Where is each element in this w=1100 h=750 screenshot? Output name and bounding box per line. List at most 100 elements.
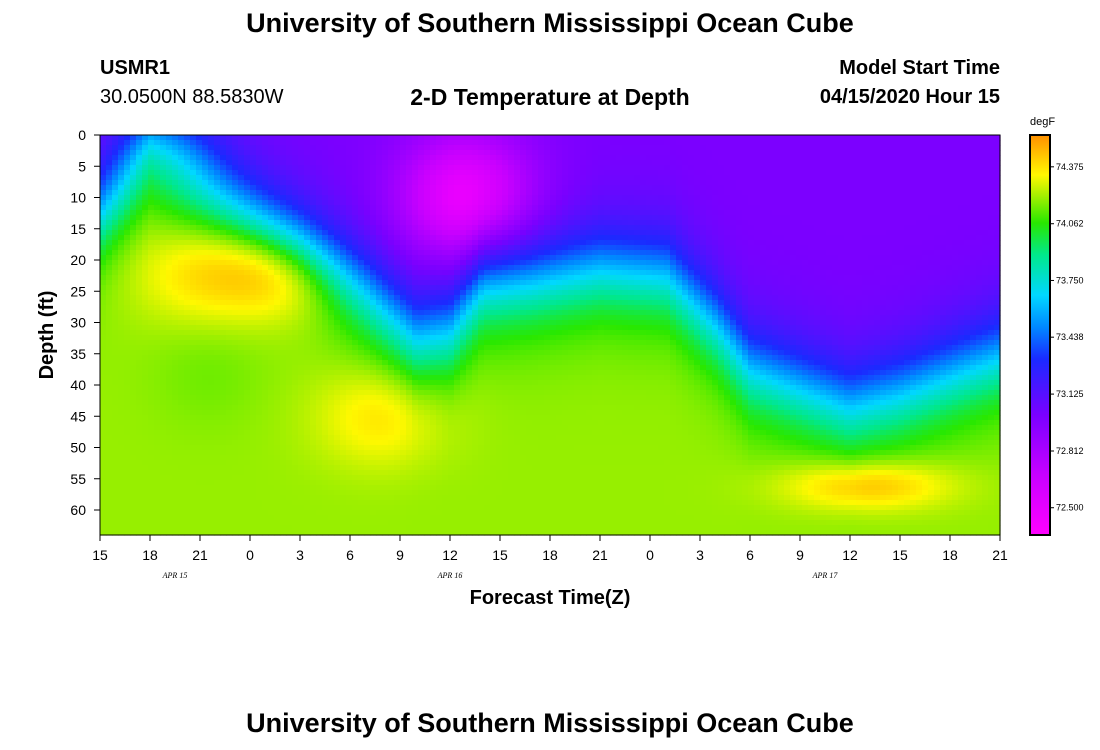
heatmap-cell	[442, 430, 449, 436]
heatmap-cell	[280, 220, 287, 226]
heatmap-cell	[190, 220, 197, 226]
heatmap-cell	[244, 465, 251, 471]
heatmap-cell	[376, 250, 383, 256]
heatmap-cell	[322, 370, 329, 376]
heatmap-cell	[382, 400, 389, 406]
heatmap-cell	[466, 265, 473, 271]
heatmap-cell	[394, 375, 401, 381]
heatmap-cell	[364, 180, 371, 186]
heatmap-cell	[106, 300, 113, 306]
heatmap-cell	[220, 145, 227, 151]
heatmap-cell	[256, 285, 263, 291]
heatmap-cell	[376, 460, 383, 466]
heatmap-cell	[442, 285, 449, 291]
heatmap-cell	[412, 330, 419, 336]
heatmap-cell	[394, 245, 401, 251]
heatmap-cell	[424, 430, 431, 436]
heatmap-cell	[244, 160, 251, 166]
heatmap-cell	[370, 395, 377, 401]
heatmap-cell	[244, 225, 251, 231]
heatmap-cell	[370, 250, 377, 256]
heatmap-cell	[178, 255, 185, 261]
heatmap-cell	[178, 495, 185, 501]
heatmap-cell	[424, 490, 431, 496]
heatmap-cell	[166, 210, 173, 216]
heatmap-cell	[232, 435, 239, 441]
heatmap-cell	[136, 165, 143, 171]
heatmap-cell	[226, 220, 233, 226]
heatmap-cell	[118, 350, 125, 356]
heatmap-cell	[394, 135, 401, 141]
heatmap-cell	[430, 470, 437, 476]
heatmap-cell	[232, 360, 239, 366]
heatmap-cell	[430, 310, 437, 316]
heatmap-cell	[358, 365, 365, 371]
heatmap-cell	[178, 275, 185, 281]
heatmap-cell	[184, 370, 191, 376]
heatmap-cell	[154, 185, 161, 191]
heatmap-cell	[460, 230, 467, 236]
heatmap-cell	[358, 335, 365, 341]
heatmap-cell	[412, 215, 419, 221]
heatmap-cell	[244, 230, 251, 236]
heatmap-cell	[172, 230, 179, 236]
heatmap-cell	[196, 520, 203, 526]
heatmap-cell	[418, 165, 425, 171]
heatmap-cell	[436, 250, 443, 256]
heatmap-cell	[256, 465, 263, 471]
heatmap-cell	[406, 365, 413, 371]
heatmap-cell	[268, 190, 275, 196]
heatmap-cell	[106, 190, 113, 196]
heatmap-cell	[172, 420, 179, 426]
heatmap-cell	[232, 150, 239, 156]
station-coordinates: 30.0500N 88.5830W	[100, 86, 284, 108]
heatmap-cell	[298, 325, 305, 331]
heatmap-cell	[274, 485, 281, 491]
heatmap-cell	[178, 405, 185, 411]
heatmap-cell	[250, 425, 257, 431]
heatmap-cell	[244, 380, 251, 386]
heatmap-cell	[250, 140, 257, 146]
heatmap-cell	[148, 225, 155, 231]
heatmap-cell	[148, 185, 155, 191]
heatmap-cell	[388, 530, 395, 536]
heatmap-cell	[124, 170, 131, 176]
heatmap-cell	[286, 180, 293, 186]
heatmap-cell	[412, 435, 419, 441]
heatmap-cell	[298, 200, 305, 206]
heatmap-cell	[130, 430, 137, 436]
heatmap-cell	[310, 200, 317, 206]
heatmap-cell	[136, 420, 143, 426]
heatmap-cell	[334, 450, 341, 456]
heatmap-cell	[280, 225, 287, 231]
heatmap-cell	[418, 490, 425, 496]
heatmap-cell	[190, 500, 197, 506]
heatmap-cell	[232, 530, 239, 536]
heatmap-cell	[382, 285, 389, 291]
heatmap-cell	[244, 280, 251, 286]
heatmap-cell	[226, 275, 233, 281]
heatmap-cell	[382, 405, 389, 411]
heatmap-cell	[172, 270, 179, 276]
heatmap-cell	[346, 480, 353, 486]
heatmap-cell	[466, 370, 473, 376]
heatmap-cell	[388, 270, 395, 276]
heatmap-cell	[268, 485, 275, 491]
heatmap-cell	[262, 140, 269, 146]
heatmap-cell	[238, 300, 245, 306]
heatmap-cell	[292, 160, 299, 166]
heatmap-cell	[160, 260, 167, 266]
heatmap-cell	[232, 210, 239, 216]
heatmap-cell	[448, 415, 455, 421]
heatmap-cell	[130, 145, 137, 151]
heatmap-cell	[190, 385, 197, 391]
heatmap-cell	[280, 400, 287, 406]
heatmap-cell	[238, 380, 245, 386]
heatmap-cell	[262, 405, 269, 411]
heatmap-cell	[202, 520, 209, 526]
heatmap-cell	[202, 455, 209, 461]
heatmap-cell	[220, 460, 227, 466]
heatmap-cell	[184, 360, 191, 366]
heatmap-cell	[190, 455, 197, 461]
heatmap-cell	[232, 350, 239, 356]
